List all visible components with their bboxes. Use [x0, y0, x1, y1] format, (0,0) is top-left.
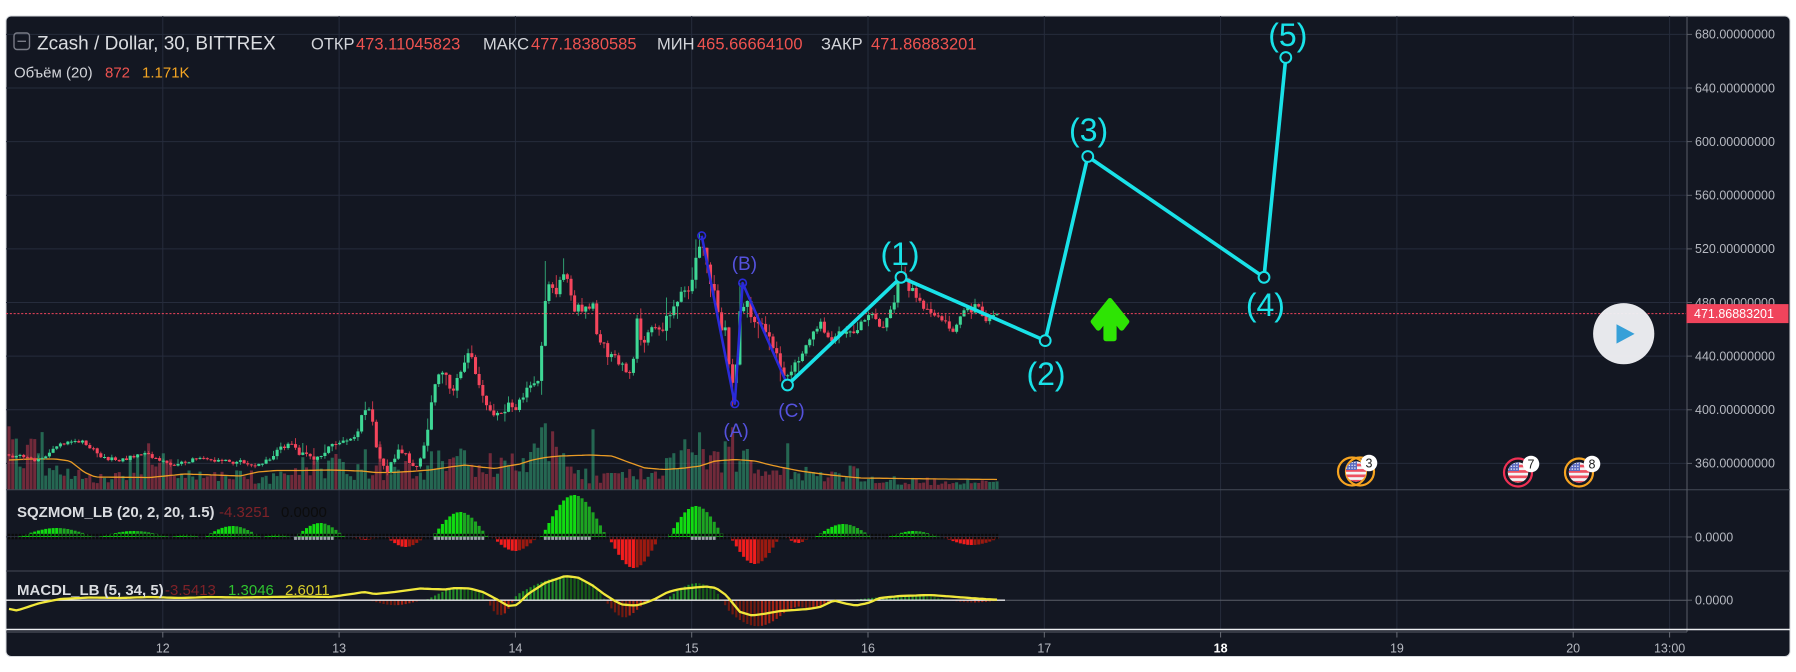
svg-text:12: 12 — [156, 642, 170, 656]
svg-text:560.00000000: 560.00000000 — [1695, 189, 1775, 203]
svg-text:7: 7 — [1528, 457, 1535, 471]
svg-text:(5): (5) — [1268, 17, 1307, 53]
svg-text:680.00000000: 680.00000000 — [1695, 28, 1775, 42]
svg-text:2.6011: 2.6011 — [285, 582, 330, 599]
svg-text:13:00: 13:00 — [1654, 642, 1685, 656]
svg-text:20: 20 — [1566, 642, 1580, 656]
svg-text:18: 18 — [1214, 642, 1228, 656]
svg-text:(A): (A) — [723, 421, 748, 442]
svg-text:471.86883201: 471.86883201 — [1694, 307, 1774, 321]
svg-text:0.0000: 0.0000 — [281, 504, 327, 521]
svg-text:465.66664100: 465.66664100 — [697, 36, 803, 54]
svg-text:473.11045823: 473.11045823 — [356, 36, 460, 54]
svg-text:360.00000000: 360.00000000 — [1695, 457, 1775, 471]
svg-text:400.00000000: 400.00000000 — [1695, 403, 1775, 417]
svg-text:ОТКР: ОТКР — [311, 36, 355, 54]
svg-text:0.0000: 0.0000 — [1695, 594, 1733, 608]
svg-text:МАКС: МАКС — [483, 36, 529, 54]
svg-text:0.0000: 0.0000 — [1695, 530, 1733, 544]
svg-text:SQZMOM_LB (20, 2, 20, 1.5): SQZMOM_LB (20, 2, 20, 1.5) — [17, 504, 215, 521]
svg-text:(3): (3) — [1069, 112, 1108, 148]
svg-text:1.3046: 1.3046 — [228, 582, 274, 599]
svg-text:1.171K: 1.171K — [142, 65, 190, 82]
svg-text:(1): (1) — [880, 236, 919, 272]
svg-text:-4.3251: -4.3251 — [219, 504, 270, 521]
svg-text:17: 17 — [1037, 642, 1051, 656]
svg-text:МИН: МИН — [657, 36, 695, 54]
svg-text:8: 8 — [1589, 457, 1596, 471]
svg-text:440.00000000: 440.00000000 — [1695, 349, 1775, 363]
svg-text:(C): (C) — [778, 401, 804, 422]
svg-text:(2): (2) — [1026, 356, 1065, 392]
svg-text:Zcash / Dollar, 30, BITTREX: Zcash / Dollar, 30, BITTREX — [37, 34, 276, 55]
svg-text:600.00000000: 600.00000000 — [1695, 135, 1775, 149]
svg-text:MACDL_LB (5, 34, 5): MACDL_LB (5, 34, 5) — [17, 582, 164, 599]
svg-text:16: 16 — [861, 642, 875, 656]
svg-text:477.18380585: 477.18380585 — [531, 36, 637, 54]
svg-text:-3.5413: -3.5413 — [165, 582, 216, 599]
svg-text:520.00000000: 520.00000000 — [1695, 242, 1775, 256]
svg-text:872: 872 — [105, 65, 130, 82]
svg-text:3: 3 — [1366, 456, 1373, 470]
svg-text:ЗАКР: ЗАКР — [821, 36, 863, 54]
svg-text:Объём (20): Объём (20) — [14, 65, 93, 82]
svg-text:13: 13 — [332, 642, 346, 656]
svg-text:(4): (4) — [1246, 287, 1285, 323]
svg-text:471.86883201: 471.86883201 — [871, 36, 977, 54]
svg-text:19: 19 — [1390, 642, 1404, 656]
svg-text:640.00000000: 640.00000000 — [1695, 81, 1775, 95]
svg-text:(B): (B) — [732, 254, 757, 275]
svg-text:14: 14 — [508, 642, 522, 656]
svg-text:15: 15 — [685, 642, 699, 656]
